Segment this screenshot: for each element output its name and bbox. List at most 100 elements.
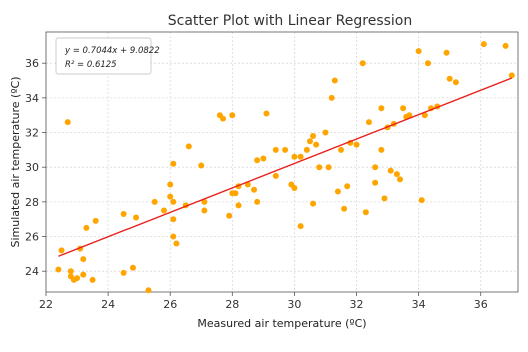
data-point [325,164,332,171]
data-point [480,41,487,48]
x-tick-label: 28 [225,298,239,311]
data-point [83,224,90,231]
y-tick-label: 30 [25,161,39,174]
y-tick-label: 32 [25,127,39,140]
data-point [502,42,509,49]
x-tick-label: 26 [163,298,177,311]
data-point [406,112,413,119]
data-point [365,119,372,126]
data-point [353,141,360,148]
data-point [145,287,152,294]
regression-equation: y = 0.7044x + 9.0822 [64,46,160,56]
data-point [362,209,369,216]
y-tick-label: 34 [25,92,39,105]
data-point [272,172,279,179]
data-point [415,48,422,55]
data-point [331,77,338,84]
data-point [254,198,261,205]
data-point [400,105,407,112]
data-point [313,141,320,148]
y-tick-label: 26 [25,231,39,244]
data-point [446,75,453,82]
data-point [67,268,74,275]
data-point [378,105,385,112]
data-point [397,176,403,183]
y-tick-label: 28 [25,196,39,209]
data-point [220,115,226,122]
data-point [232,190,239,197]
data-point [303,146,310,153]
x-tick-label: 36 [474,298,488,311]
data-point [170,198,177,205]
data-point [344,183,351,190]
data-point [92,217,99,224]
data-point [316,164,323,171]
r-squared-label: R² = 0.6125 [65,60,117,70]
x-tick-label: 24 [101,298,115,311]
data-point [173,240,180,247]
y-tick-label: 36 [25,57,39,70]
data-point [381,195,388,202]
data-point [226,212,233,219]
chart-title: Scatter Plot with Linear Regression [168,13,413,29]
data-point [341,205,348,212]
data-point [251,186,258,193]
data-point [272,146,279,153]
data-point [74,275,81,282]
data-point [167,193,174,200]
y-axis-label: Simulated air temperature (ºC) [9,77,22,248]
x-tick-label: 30 [287,298,301,311]
data-point [291,153,298,160]
data-point [372,164,379,171]
equation-box: y = 0.7044x + 9.0822 R² = 0.6125 [55,37,160,75]
data-point [201,207,208,214]
data-point [328,94,335,101]
data-point [310,133,317,139]
data-points [55,41,515,294]
axis-ticks: 22 24 26 28 30 32 34 36 24 26 28 30 32 34 36 [25,57,488,311]
data-point [393,171,400,178]
data-point [310,200,317,207]
regression-layer [58,77,513,257]
equation-box-frame [55,37,152,75]
data-point [133,214,140,221]
data-point [291,185,298,191]
data-point [170,233,177,240]
data-point [80,256,87,263]
data-point [229,112,236,119]
regression-line [58,77,513,257]
data-point [372,179,379,186]
data-point [80,271,87,278]
y-tick-label: 24 [25,265,39,278]
data-point [387,167,394,174]
data-point [297,223,304,230]
data-point [201,198,208,205]
data-point [359,60,366,67]
grid-lines [45,32,518,292]
plot-area-frame [45,31,519,293]
data-point [282,146,289,153]
data-point [185,143,192,150]
data-point [418,197,425,204]
data-point [129,264,136,271]
data-point [64,119,71,126]
data-point [452,79,459,86]
data-point [421,112,428,119]
data-point [508,72,515,79]
x-tick-label: 32 [350,298,364,311]
x-tick-label: 34 [412,298,426,311]
data-point [306,138,313,145]
data-point [120,269,127,276]
data-point [334,188,341,195]
data-point [151,198,158,205]
data-point [424,60,431,67]
data-point [170,160,177,167]
data-point [260,155,267,162]
data-point [198,162,205,169]
data-point [170,216,177,223]
data-point [378,146,385,153]
x-axis-label: Measured air temperature (ºC) [197,317,366,330]
data-point [167,181,174,188]
